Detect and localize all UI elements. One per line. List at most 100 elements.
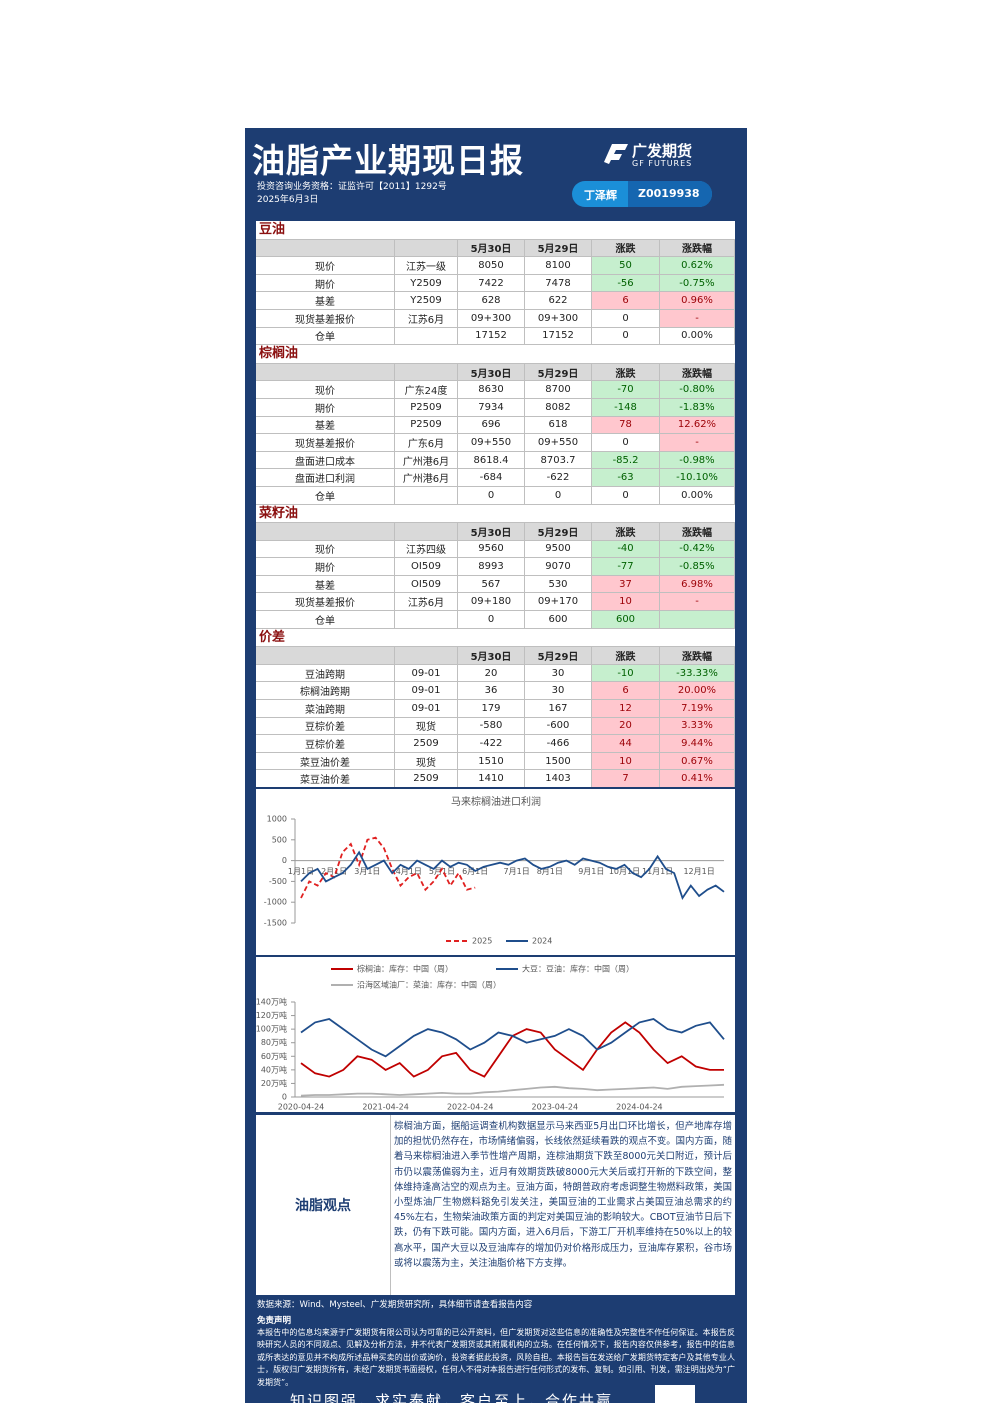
table-cell: 0.96% (660, 292, 735, 310)
table-cell: -622 (525, 469, 592, 487)
table-cell: 菜油跨期 (256, 700, 395, 718)
table-cell: 167 (525, 700, 592, 718)
table-cell: 广东6月 (395, 434, 458, 452)
header-row: 5月30日 5月29日 涨跌 涨跌幅 (256, 523, 735, 541)
header-cell: 5月29日 (525, 523, 592, 541)
header-cell: 涨跌幅 (660, 523, 735, 541)
y-tick-label: 120万吨 (256, 1010, 287, 1020)
header-row: 5月30日 5月29日 涨跌 涨跌幅 (256, 647, 735, 665)
table-row: 现货基差报价 江苏6月 09+180 09+170 10- (256, 593, 735, 612)
table-cell (660, 611, 735, 629)
report-title: 油脂产业期现日报 (252, 141, 524, 180)
viewpoint-text: 棕榈油方面，据船运调查机构数据显示马来西亚5月出口环比增长，但产地库存增加的担忧… (394, 1121, 732, 1269)
y-tick-label: 100万吨 (256, 1024, 287, 1034)
table-cell: 0 (458, 486, 525, 505)
logo-text: 广发期货 (632, 142, 693, 160)
y-tick-label: 0 (282, 1093, 287, 1102)
chart: 马来棕榈油进口利润 -1500 -1000 -500 0 500 1000 1月1日 2月1日 3… (264, 795, 725, 946)
table-cell: 530 (525, 575, 592, 594)
x-tick-label: 12月1日 (683, 867, 714, 876)
table-cell: -684 (458, 469, 525, 487)
y-tick-label: 20万吨 (261, 1078, 287, 1088)
slogan: 知识图强，求实奉献，客户至上，合作共赢 (290, 1392, 614, 1410)
table-row: 基差 P2509 696 618 78 12.62% (256, 416, 735, 435)
table-cell: 09+550 (525, 434, 592, 452)
table-cell: -0.75% (660, 274, 735, 293)
table-cell: OI509 (395, 558, 458, 576)
chart-box: 0 20万吨 40万吨 60万吨 80万吨 100万吨 120万吨 140万吨 2020-04-… (256, 957, 735, 1112)
table-cell: 0 (592, 434, 660, 452)
header-cell (256, 523, 395, 541)
table-cell: OI509 (395, 575, 458, 594)
table-cell: 696 (458, 416, 525, 435)
table-cell: 2509 (395, 735, 458, 753)
table-cell: 2509 (395, 770, 458, 787)
table-cell: 期价 (256, 398, 395, 417)
table-cell: 567 (458, 575, 525, 594)
table-cell: 期价 (256, 274, 395, 293)
table-cell: 12.62% (660, 416, 735, 435)
table-row: 期价 OI509 8993 9070 -77 -0.85% (256, 558, 735, 576)
table-cell: 1510 (458, 752, 525, 771)
table-cell: 09+300 (458, 309, 525, 328)
x-tick-label: 2020-04-24 (278, 1103, 325, 1112)
x-tick-label: 2月1日 (321, 867, 347, 876)
y-tick-label: 0 (282, 856, 287, 865)
table-cell: - (660, 309, 735, 328)
table-cell: 10 (592, 752, 660, 771)
table-cell: 0.00% (660, 486, 735, 505)
table-cell: 37 (592, 575, 660, 594)
table-cell: 6 (592, 292, 660, 310)
table-cell: 09+550 (458, 434, 525, 452)
x-tick-label: 7月1日 (504, 867, 530, 876)
table-row: 豆棕价差 现货 -580 -600 20 3.33% (256, 717, 735, 736)
table-cell: 09-01 (395, 682, 458, 701)
table-cell: 628 (458, 292, 525, 310)
table-cell: P2509 (395, 398, 458, 417)
x-tick-label: 3月1日 (354, 867, 380, 876)
series-line (300, 1018, 725, 1058)
analyst-badge: 丁泽辉 Z0019938 (572, 181, 712, 207)
table-cell (395, 611, 458, 629)
table-cell: 9070 (525, 558, 592, 576)
table-cell: -422 (458, 735, 525, 753)
table-row: 菜油跨期 09-01 179 167 12 7.19% (256, 700, 735, 718)
table-cell: 8618.4 (458, 451, 525, 470)
legend-label: 棕榈油：库存：中国（周） (357, 964, 453, 974)
header-cell: 5月30日 (458, 523, 525, 541)
y-tick-label: -1500 (264, 919, 287, 928)
y-tick-label: 500 (272, 835, 287, 844)
table-cell: 豆油跨期 (256, 664, 395, 683)
header-cell: 5月30日 (458, 647, 525, 665)
table-cell: 622 (525, 292, 592, 310)
table-row: 盘面进口成本 广州港6月 8618.4 8703.7 -85.2 -0.98% (256, 451, 735, 470)
section-title: 菜籽油 (256, 505, 735, 524)
table-cell: 50 (592, 257, 660, 275)
table-cell: 现价 (256, 381, 395, 399)
table-cell: 6 (592, 682, 660, 701)
table-cell: 9500 (525, 540, 592, 559)
table-row: 现价 江苏四级 9560 9500 -40 -0.42% (256, 540, 735, 559)
table-cell: -0.42% (660, 540, 735, 559)
table-cell: 仓单 (256, 486, 395, 505)
table-cell: -580 (458, 717, 525, 736)
table-cell: 6.98% (660, 575, 735, 594)
legend-label: 2025 (472, 937, 492, 946)
x-tick-label: 11月1日 (642, 867, 673, 876)
table-row: 期价 Y2509 7422 7478 -56 -0.75% (256, 274, 735, 293)
table-cell: -77 (592, 558, 660, 576)
table-row: 仓单 0 0 0 0.00% (256, 486, 735, 505)
disclaimer: 本报告中的信息均来源于广发期货有限公司认为可靠的已公开资料，但广发期货对这些信息… (257, 1328, 735, 1387)
table-cell: 豆棕价差 (256, 735, 395, 753)
table-cell: 78 (592, 416, 660, 435)
qr-code (655, 1385, 695, 1425)
table-cell: 7478 (525, 274, 592, 293)
table-row: 豆油跨期 09-01 20 30 -10 -33.33% (256, 664, 735, 683)
table-cell: 8703.7 (525, 451, 592, 470)
chart-box: 马来棕榈油进口利润 -1500 -1000 -500 0 500 1000 1月1日 2月1日 3… (256, 789, 735, 955)
table-cell: 7422 (458, 274, 525, 293)
table-cell: 7934 (458, 398, 525, 417)
legend-label: 大豆：豆油：库存：中国（周） (522, 964, 634, 974)
chart: 0 20万吨 40万吨 60万吨 80万吨 100万吨 120万吨 140万吨 2020-04-… (256, 964, 725, 1112)
header-cell: 5月29日 (525, 363, 592, 382)
